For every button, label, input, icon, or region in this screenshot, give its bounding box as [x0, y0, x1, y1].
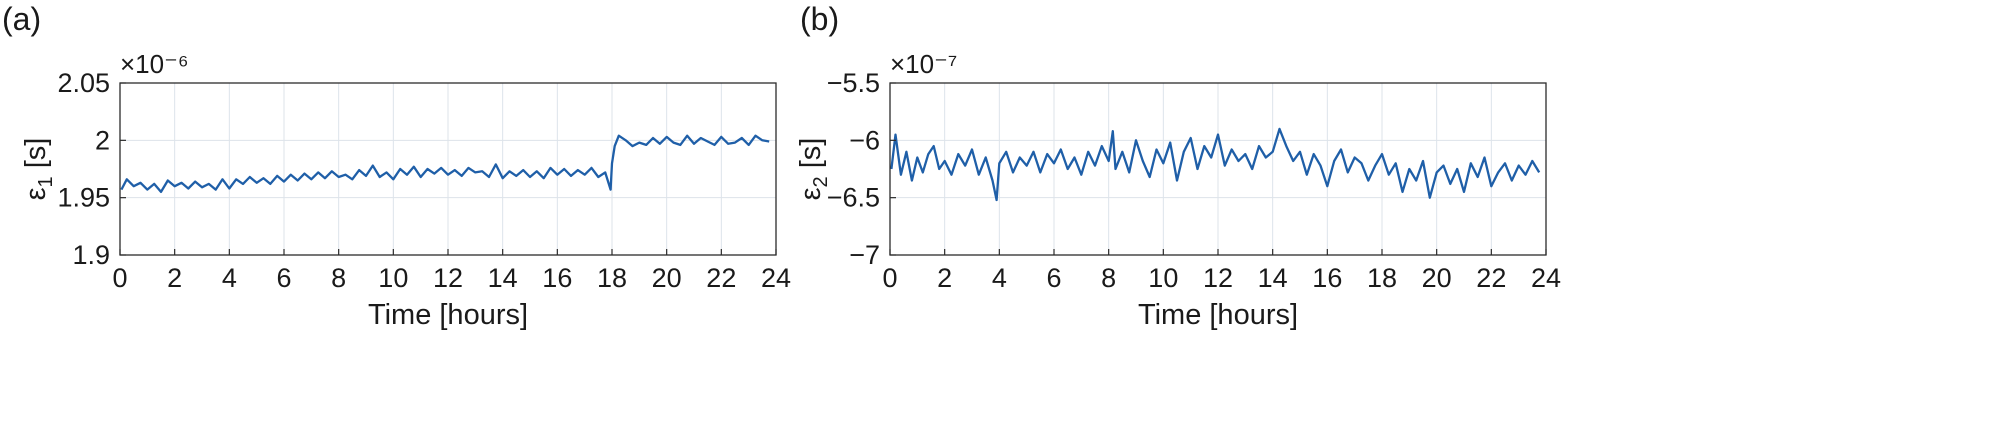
- x-tick-label: 0: [112, 263, 127, 293]
- axis-exponent-label: ×10⁻⁷: [890, 49, 957, 79]
- chart-panel-a: (a)0 2 4 6 8 10 12 14 16 18 20 22 241.91.9522.05×10⁻…: [2, 1, 791, 331]
- x-tick-label: 6: [276, 263, 291, 293]
- y-axis-label-symbol: ε: [795, 187, 827, 200]
- x-tick-label: 2: [167, 263, 182, 293]
- x-tick-label: 4: [992, 263, 1007, 293]
- x-tick-label: 20: [1422, 263, 1452, 293]
- x-axis-label: Time [hours]: [368, 299, 528, 331]
- x-tick-label: 24: [761, 263, 791, 293]
- x-tick-label: 8: [1101, 263, 1116, 293]
- y-tick-label: 2: [95, 125, 110, 155]
- x-tick-label: 8: [331, 263, 346, 293]
- y-tick-label: 2.05: [57, 68, 110, 98]
- x-tick-label: 18: [1367, 263, 1397, 293]
- x-tick-label: 12: [433, 263, 463, 293]
- x-tick-label: 16: [1312, 263, 1342, 293]
- y-axis-label-unit: [s]: [20, 138, 52, 177]
- x-tick-label: 20: [652, 263, 682, 293]
- x-tick-label: 24: [1531, 263, 1561, 293]
- panel-label: (b): [800, 1, 839, 37]
- x-tick-label: 0: [882, 263, 897, 293]
- y-axis-label-subscript: 1: [35, 176, 57, 187]
- y-tick-label: −6.5: [827, 183, 880, 213]
- axis-exponent-label: ×10⁻⁶: [120, 49, 189, 79]
- x-axis-label: Time [hours]: [1138, 299, 1298, 331]
- x-tick-label: 14: [1258, 263, 1288, 293]
- y-axis-label-subscript: 2: [810, 176, 832, 187]
- x-tick-label: 16: [542, 263, 572, 293]
- panel-label: (a): [2, 1, 41, 37]
- x-tick-label: 2: [937, 263, 952, 293]
- y-axis-label: ε2 [s]: [795, 138, 832, 201]
- y-tick-label: −6: [849, 125, 880, 155]
- x-tick-label: 22: [1476, 263, 1506, 293]
- y-axis-label: ε1 [s]: [20, 138, 57, 201]
- y-tick-label: −7: [849, 240, 880, 270]
- x-tick-label: 6: [1046, 263, 1061, 293]
- x-tick-label: 4: [222, 263, 237, 293]
- y-tick-label: 1.95: [57, 183, 110, 213]
- x-tick-label: 10: [1148, 263, 1178, 293]
- x-tick-label: 18: [597, 263, 627, 293]
- series-line: [890, 127, 1541, 202]
- y-axis-label-symbol: ε: [20, 187, 52, 200]
- y-tick-label: 1.9: [72, 240, 110, 270]
- y-axis-label-unit: [s]: [795, 138, 827, 177]
- x-tick-label: 10: [378, 263, 408, 293]
- chart-panel-b: (b)0 2 4 6 8 10 12 14 16 18 20 22 24−7−6.5−6−5.5×10⁻…: [795, 1, 1561, 331]
- series-line: [120, 134, 770, 194]
- x-tick-label: 14: [488, 263, 518, 293]
- y-tick-label: −5.5: [827, 68, 880, 98]
- x-tick-label: 22: [706, 263, 736, 293]
- x-tick-label: 12: [1203, 263, 1233, 293]
